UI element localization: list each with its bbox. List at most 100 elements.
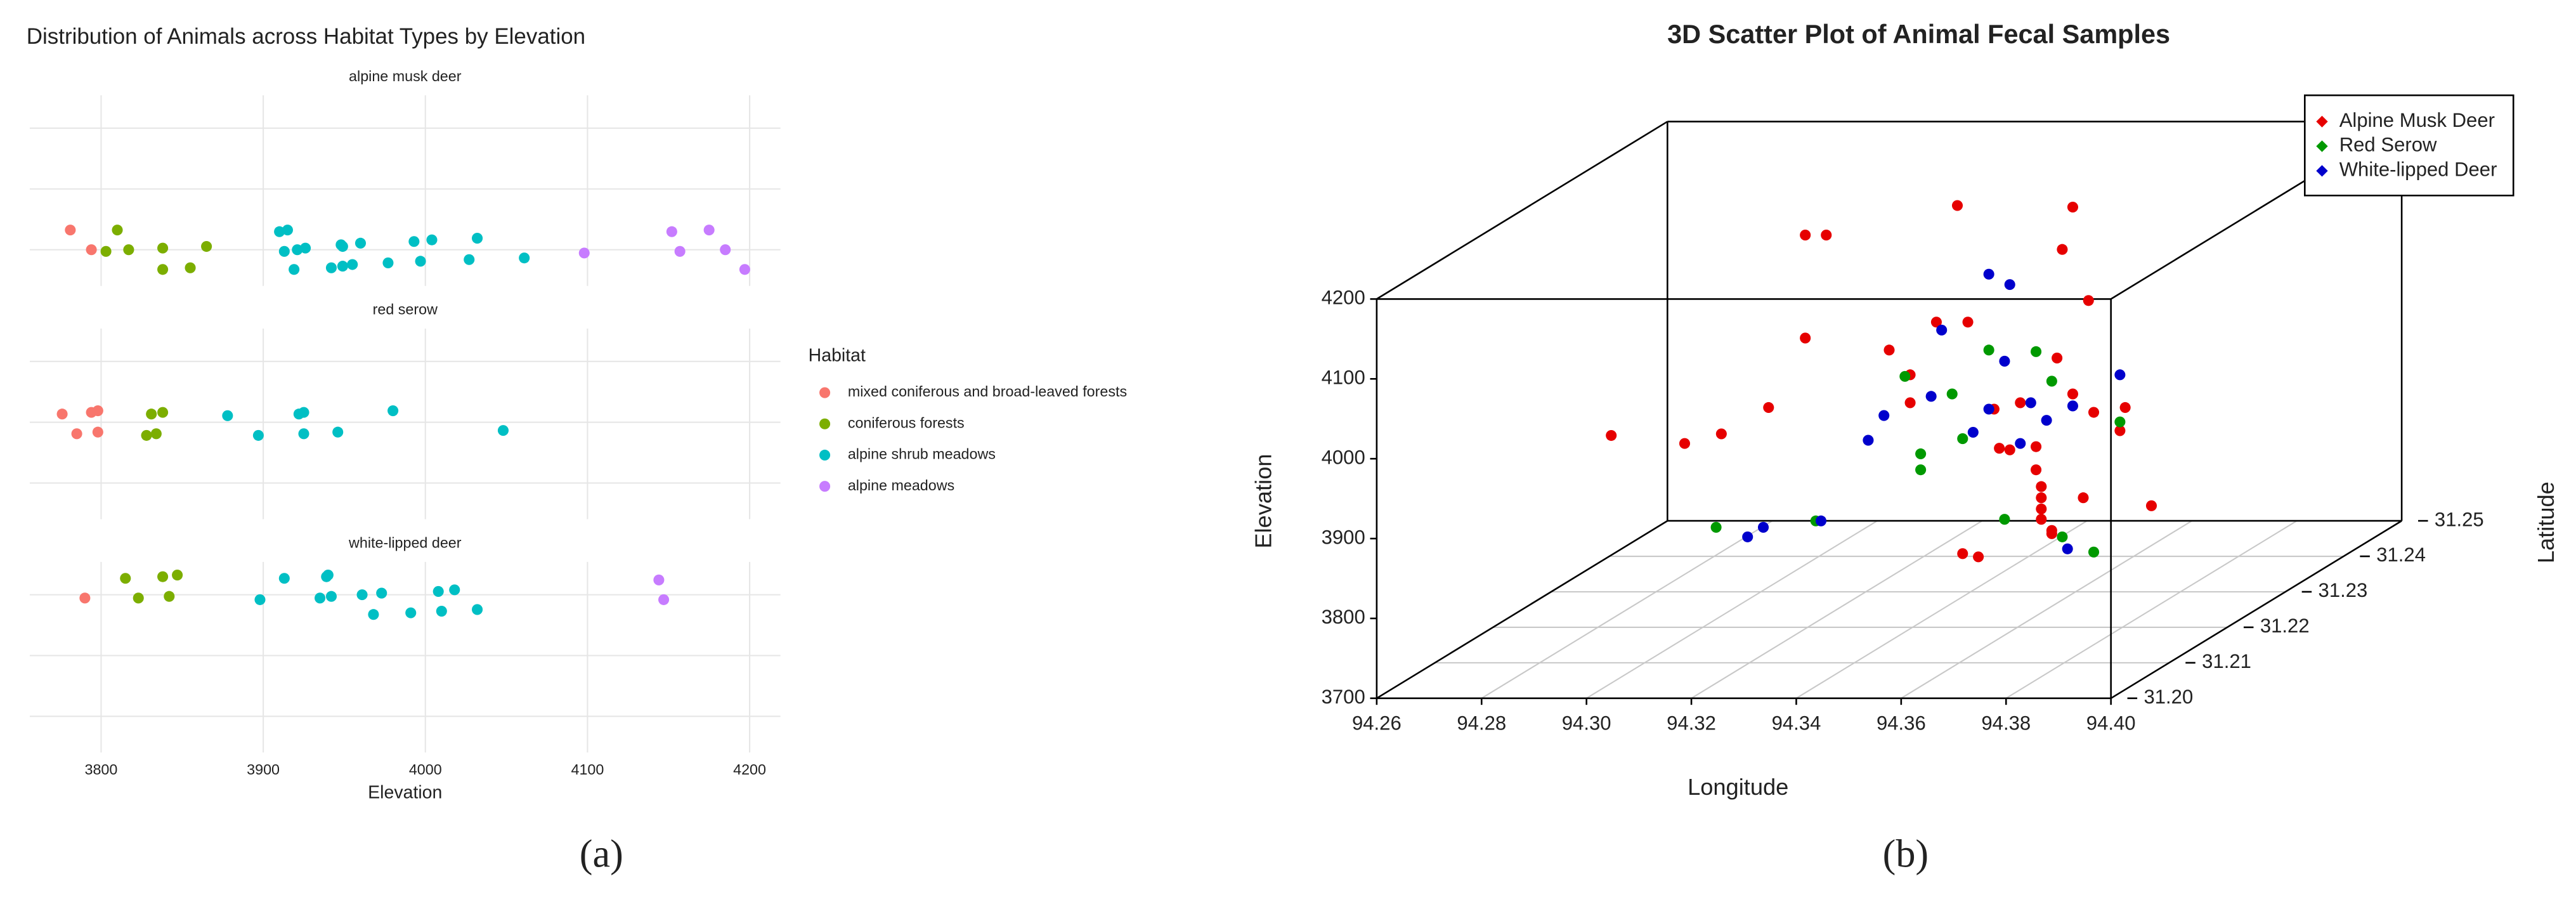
point [355,237,367,249]
point [300,242,311,254]
point [335,239,347,251]
point [2114,369,2126,381]
point [1930,317,1942,328]
point [2114,425,2126,436]
point [2057,531,2068,542]
point [289,264,300,275]
point [2031,464,2042,476]
x-tick-label: 3800 [85,761,118,778]
grid-line [2005,520,2298,699]
z-tick-label: 3700 [1322,686,1365,708]
z-tick-label: 4200 [1322,287,1365,309]
point [1946,388,1958,400]
point [1915,448,1927,460]
point [464,254,475,265]
point [298,428,309,440]
point [1757,521,1769,533]
point [2036,492,2047,504]
x-tick-label: 94.38 [1981,712,2031,734]
point [2046,528,2057,539]
point [1800,230,1811,241]
point [2067,201,2078,213]
x-tick-label: 94.36 [1877,712,1926,734]
point [1957,548,1968,559]
point [325,591,337,602]
x-tick-label: 94.40 [2086,712,2136,734]
point [1710,521,1722,533]
point [2036,514,2047,525]
point [1925,391,1937,402]
point [71,428,82,440]
x-tick-label: 94.30 [1562,712,1611,734]
point [2046,376,2057,387]
point [1994,443,2005,454]
point [157,571,169,582]
point [337,261,348,272]
x-tick-label: 4000 [409,761,442,778]
box-edge [1376,121,1669,300]
point [1983,344,1994,356]
point [292,244,303,256]
point [2119,402,2131,414]
point [2078,492,2089,504]
point [201,240,212,252]
point [2004,444,2015,455]
x-tick-label: 94.26 [1352,712,1402,734]
point [703,225,715,236]
point [578,247,590,259]
point [100,245,112,257]
point [1915,464,1927,476]
x-tick-label: 94.34 [1772,712,1821,734]
legend-marker [2316,165,2328,177]
point [1742,531,1753,542]
point [2025,397,2036,409]
point [157,264,169,275]
point [1973,551,1984,563]
point [2067,400,2078,412]
point [1883,344,1895,356]
point [278,245,290,257]
point [185,262,196,273]
point [2145,500,2157,511]
y-tick-label: 31.22 [2260,615,2310,637]
x-tick-label: 94.28 [1457,712,1506,734]
point [254,594,266,605]
x-tick-label: 4100 [571,761,604,778]
point [56,409,68,420]
point [472,233,483,244]
point [653,574,665,585]
point [2031,346,2042,357]
point [172,570,183,581]
grid-line [1586,520,1878,699]
point [1606,429,1617,441]
point [65,225,76,236]
point [332,426,344,438]
caption: (a) [580,832,623,875]
point [133,592,144,604]
point [274,226,285,237]
point [2088,546,2100,558]
point [1899,370,1911,382]
point [1863,435,1874,446]
point [2031,441,2042,452]
point [415,256,426,267]
legend-label: alpine meadows [848,477,954,493]
point [2041,415,2052,426]
y-tick-label: 31.23 [2319,579,2368,601]
point [141,429,152,441]
y-tick-label: 31.20 [2143,686,2193,708]
grid-line [1691,520,1983,699]
point [497,425,509,436]
point [1936,324,1948,336]
point [1821,230,1832,241]
point [2057,244,2068,255]
point [436,605,447,617]
point [123,244,134,256]
point [157,242,169,254]
y-axis-label: Latitude [2533,481,2559,563]
point [368,609,379,620]
point [1999,355,2010,367]
point [376,587,387,599]
point [2114,416,2126,428]
